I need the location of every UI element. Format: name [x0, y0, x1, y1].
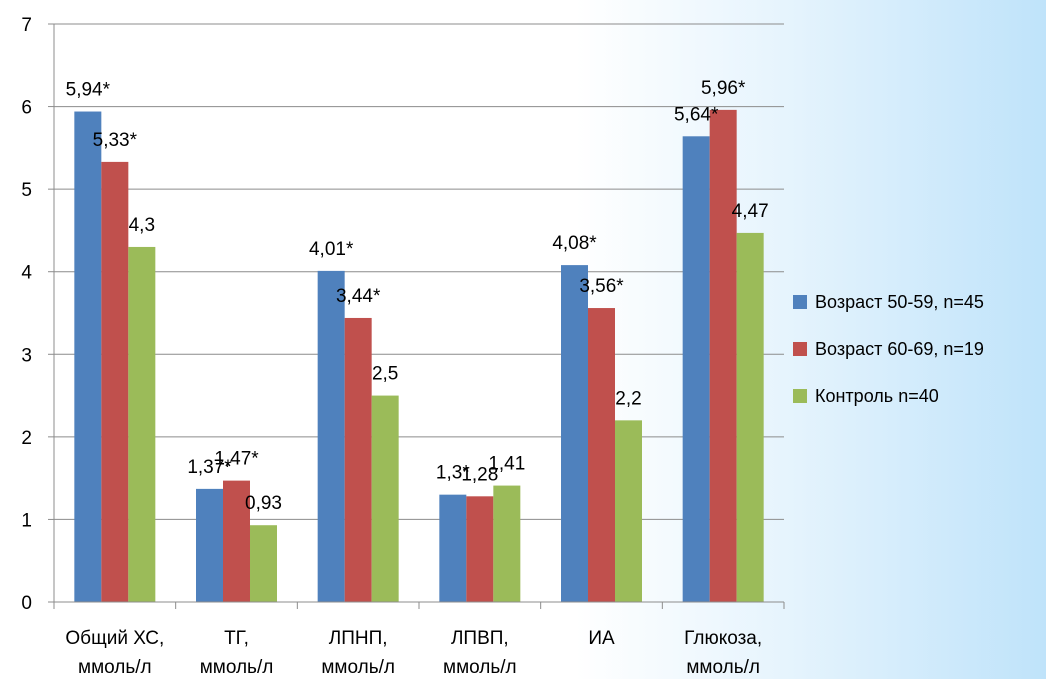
category-label: ЛПВП,	[451, 628, 509, 649]
data-label: 3,44*	[336, 286, 381, 307]
data-label: 4,08*	[552, 233, 597, 254]
category-label: ИА	[588, 628, 615, 649]
legend-swatch	[793, 342, 807, 356]
bar	[615, 420, 642, 602]
data-label: 5,64*	[674, 104, 719, 125]
bar	[682, 136, 710, 602]
category-label: Общий ХС,	[65, 628, 164, 649]
data-label: 1,28	[461, 464, 498, 485]
category-label: Глюкоза,	[684, 628, 762, 649]
y-tick-label: 7	[21, 15, 32, 36]
y-tick-label: 6	[21, 98, 32, 119]
legend-swatch	[793, 389, 807, 403]
bar	[493, 485, 521, 602]
category-label: ммоль/л	[443, 657, 517, 678]
y-tick-label: 2	[21, 428, 32, 449]
bar	[223, 480, 250, 602]
y-tick-label: 5	[21, 180, 32, 201]
data-label: 4,3	[129, 215, 155, 236]
bar	[439, 494, 467, 602]
category-label: ммоль/л	[200, 657, 274, 678]
data-label: 0,93	[245, 493, 282, 514]
bar	[128, 246, 156, 602]
data-label: 1,41	[488, 454, 525, 475]
data-label: 1,37*	[187, 457, 232, 478]
data-label: 4,01*	[309, 239, 354, 260]
y-tick-label: 4	[21, 263, 32, 284]
data-label: 3,56*	[579, 276, 624, 297]
y-tick-label: 1	[21, 510, 32, 531]
bar	[101, 161, 129, 602]
category-label: ммоль/л	[78, 657, 152, 678]
data-label: 1,47*	[214, 449, 259, 470]
data-label: 1,3*	[436, 463, 470, 484]
legend-label: Контроль n=40	[815, 386, 939, 406]
bar	[588, 308, 615, 602]
category-label: ммоль/л	[686, 657, 760, 678]
category-label: ммоль/л	[321, 657, 395, 678]
data-label: 2,2	[615, 388, 641, 409]
data-label: 5,94*	[66, 80, 111, 101]
legend-swatch	[793, 295, 807, 309]
data-label: 4,47	[732, 201, 769, 222]
bar	[561, 265, 588, 602]
data-label: 5,96*	[701, 78, 746, 99]
bar	[196, 488, 223, 602]
y-tick-label: 0	[21, 593, 32, 614]
bar	[250, 525, 277, 602]
category-label: ЛПНП,	[329, 628, 388, 649]
bar	[371, 395, 399, 602]
data-label: 2,5	[372, 364, 398, 385]
bar	[344, 317, 372, 602]
bar	[74, 111, 102, 603]
bar	[736, 232, 764, 603]
bar	[709, 109, 737, 603]
category-label: ТГ,	[224, 628, 249, 649]
bar	[317, 270, 345, 602]
y-tick-label: 3	[21, 345, 32, 366]
bar	[466, 496, 494, 602]
data-label: 5,33*	[93, 130, 138, 151]
legend-label: Возраст 50-59, n=45	[815, 292, 984, 312]
legend-label: Возраст 60-69, n=19	[815, 339, 984, 359]
